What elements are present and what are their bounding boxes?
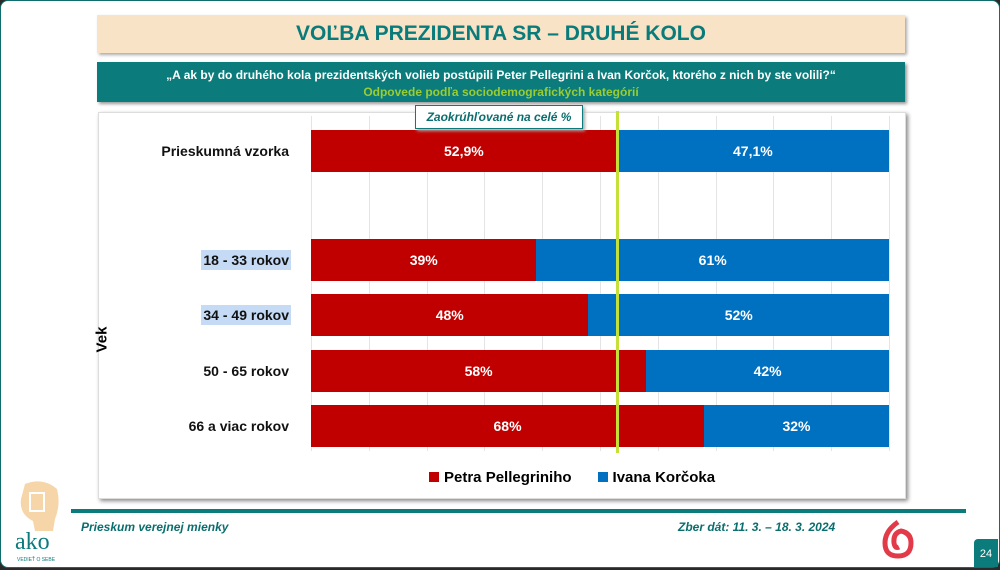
gridline	[600, 116, 601, 451]
gridline	[368, 116, 370, 451]
bar-pellegrini: 52,9%	[311, 130, 617, 172]
data-label: 32%	[782, 418, 811, 434]
bar-pellegrini: 48%	[311, 294, 589, 336]
bar-korcok: 61%	[536, 239, 889, 281]
data-label: 48%	[435, 307, 464, 323]
data-label: 68%	[493, 418, 522, 434]
legend-item-korcok: Ivana Korčoka	[597, 469, 716, 486]
legend-item-pellegrini: Petra Pellegriniho	[429, 469, 572, 486]
data-label: 58%	[464, 363, 493, 379]
legend-label: Petra Pellegriniho	[444, 469, 572, 486]
svg-text:VEDIEŤ O SEBE: VEDIEŤ O SEBE	[17, 555, 56, 563]
subtitle: Odpovede podľa sociodemografických kateg…	[363, 85, 639, 99]
bar-pellegrini: 39%	[311, 239, 537, 281]
gridline	[831, 116, 833, 451]
data-label: 42%	[753, 363, 782, 379]
broadcaster-logo	[882, 519, 914, 559]
category-label: 18 - 33 rokov	[201, 250, 291, 270]
gridline	[773, 116, 775, 451]
page-number: 24	[974, 539, 998, 567]
bar-korcok: 32%	[704, 405, 889, 447]
gridline	[889, 116, 890, 451]
gridline	[715, 116, 717, 451]
group-label-vek: Vek	[93, 326, 111, 353]
category-label: Prieskumná vzorka	[161, 143, 289, 159]
gridline	[542, 116, 544, 451]
gridline	[657, 116, 659, 451]
bar-korcok: 42%	[646, 350, 889, 392]
footer-date: Zber dát: 11. 3. – 18. 3. 2024	[678, 520, 836, 534]
legend-swatch	[597, 472, 608, 482]
footer-survey: Prieskum verejnej mienky	[81, 520, 229, 534]
data-label: 39%	[409, 252, 438, 268]
reference-line	[615, 111, 619, 453]
svg-text:ako: ako	[15, 529, 50, 555]
legend: Petra Pellegriniho Ivana Korčoka	[429, 469, 715, 486]
bar-korcok: 52%	[588, 294, 889, 336]
data-label: 52%	[724, 307, 753, 323]
bar-pellegrini: 58%	[311, 350, 647, 392]
gridline	[426, 116, 428, 451]
category-label: 66 a viac rokov	[188, 418, 289, 434]
footer-rule	[71, 509, 966, 513]
question-box: „A ak by do druhého kola prezidentských …	[97, 62, 905, 102]
data-label: 61%	[698, 252, 727, 268]
data-label: 52,9%	[444, 143, 484, 159]
question-text: „A ak by do druhého kola prezidentských …	[166, 68, 836, 82]
category-label: 50 - 65 rokov	[203, 363, 289, 379]
slide-title: VOĽBA PREZIDENTA SR – DRUHÉ KOLO	[97, 15, 905, 53]
ako-logo: ako VEDIEŤ O SEBE	[15, 481, 59, 563]
bar-pellegrini: 68%	[311, 405, 705, 447]
legend-label: Ivana Korčoka	[612, 469, 716, 486]
rounding-note: Zaokrúhľované na celé %	[415, 105, 583, 129]
bar-korcok: 47,1%	[616, 130, 889, 172]
category-label: 34 - 49 rokov	[201, 305, 291, 325]
legend-swatch	[429, 472, 439, 482]
gridline	[484, 116, 486, 451]
gridline	[311, 116, 312, 451]
data-label: 47,1%	[733, 143, 773, 159]
